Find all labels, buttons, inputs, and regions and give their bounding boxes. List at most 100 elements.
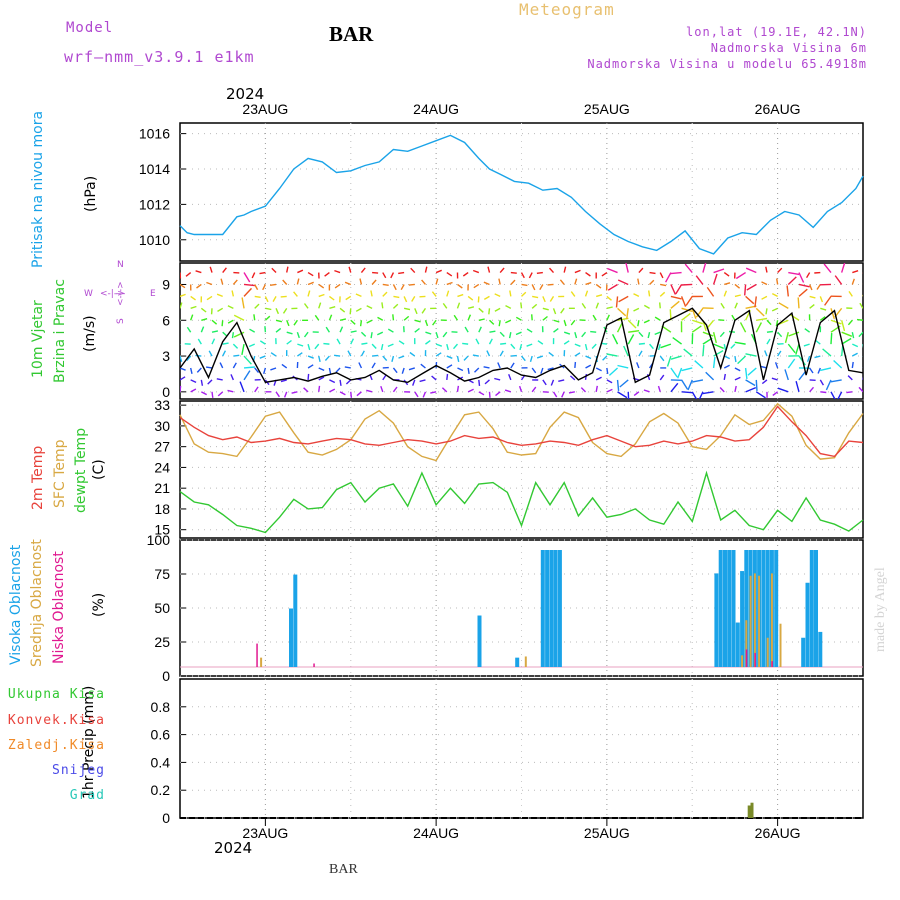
wind-arrow [270,367,277,371]
wind-arrow [518,385,523,393]
wind-arrow [766,338,771,345]
wind-arrow [282,307,288,314]
wind-arrow [452,343,458,350]
wind-arrow [217,391,224,397]
wind-arrow [574,278,578,285]
panel-frame-precip [179,678,864,819]
wind-arrow [253,314,256,321]
wind-arrow [489,330,496,333]
wind-arrow [606,353,618,357]
cloud-bar-low [771,661,773,667]
wind-arrow [841,331,853,337]
wind-arrow [789,313,800,321]
wind-arrow [219,362,224,369]
wind-arrow [852,343,859,348]
wind-arrow [307,343,311,351]
wind-arrow [350,330,357,333]
wind-arrow [467,388,474,393]
wind-arrow [809,386,815,393]
wind-arrow [380,385,384,393]
wind-arrow [683,348,693,357]
wind-arrow [401,367,405,374]
wind-arrow [745,379,756,387]
wind-arrow [435,278,439,285]
wind-arrow [734,355,737,363]
wind-arrow [595,367,602,372]
wind-arrow [361,342,368,345]
wind-arrow [847,375,853,381]
wind-arrow [205,366,213,369]
wind-arrow [719,331,725,338]
wind-arrow [216,378,223,381]
wind-arrow [293,319,298,326]
wind-arrow [563,320,567,327]
wind-arrow [595,283,602,289]
wind-arrow [286,266,289,273]
wind-arrow [723,364,730,369]
wind-arrow [344,366,351,369]
wind-arrow [606,295,612,301]
wind-arrow [360,267,366,273]
wind-arrow [592,314,597,321]
wind-arrow [262,284,267,291]
wind-arrow [377,316,384,321]
wind-arrow [536,271,543,274]
wind-arrow [254,386,259,393]
wind-arrow [180,302,183,309]
precip-legend-total: Ukupna Kisa [7,687,105,702]
wind-arrow [731,314,736,321]
wind-arrow [318,293,325,298]
wind-arrow [520,302,523,309]
wind-arrow [723,343,727,351]
wind-arrow [628,330,640,333]
wind-arrow [180,367,186,371]
cloud-bar-high [289,608,293,667]
wind-arrow [804,328,811,333]
wind-arrow [382,374,387,381]
wind-arrow [833,359,843,369]
wind-arrow [574,343,581,347]
wind-arrow [186,355,192,362]
ytick-cloud: 0 [162,668,170,684]
wind-arrow [498,278,501,285]
cloud-bar-high [801,637,806,667]
ytick-temp: 27 [154,439,170,455]
wind-arrow [643,304,650,309]
cloud-bar-low [745,649,748,667]
lonlat-label: lon,lat (19.1E, 42.1N) [686,25,867,39]
wind-arrow [684,263,693,273]
wind-arrow [840,263,846,273]
wind-arrow [734,294,741,298]
wind-arrow [819,296,824,303]
wind-arrow [660,283,667,287]
dewpoint-line [179,470,864,534]
wind-arrow [666,355,672,367]
cloud-bar-high [731,550,736,667]
wind-arrow [483,281,490,286]
wind-arrow [243,366,256,369]
wind-arrow [382,283,389,286]
wind-arrow [494,307,501,312]
ytick-pressure: 1014 [139,161,170,177]
wind-arrow [201,318,208,321]
wind-arrow [382,291,388,297]
wind-arrow [670,382,679,393]
wind-arrow [681,307,693,312]
cloud-bar-mid [524,656,527,667]
wind-arrow [307,355,314,359]
wind-arrow [559,279,565,285]
wind-arrow [540,367,544,374]
wind-arrow [677,367,683,379]
wind-arrow [499,331,505,337]
wind-arrow [494,377,501,381]
wind-arrow [830,391,836,399]
wind-arrow [761,281,768,286]
wind-arrow [771,377,778,381]
cloud-bar-high [809,550,814,667]
wind-arrow [180,293,186,298]
wind-arrow [542,315,548,321]
wind-arrow [307,271,314,277]
wind-arrow [702,331,714,337]
wind-arrow [359,320,363,327]
wind-arrow [638,267,644,274]
